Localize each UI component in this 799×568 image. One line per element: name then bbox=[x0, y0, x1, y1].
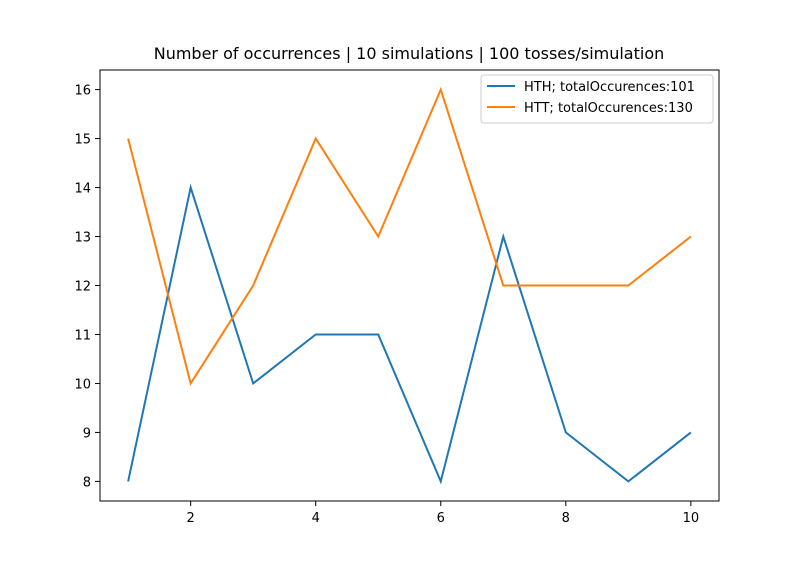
x-axis: 2 4 6 8 10 bbox=[187, 501, 700, 526]
data-point-s0-8 bbox=[627, 480, 629, 482]
data-point-s1-7 bbox=[565, 285, 567, 287]
y-tick-label: 8 bbox=[83, 475, 91, 490]
data-point-s0-6 bbox=[502, 236, 504, 238]
x-tick-label: 2 bbox=[187, 511, 195, 526]
y-tick-label: 14 bbox=[74, 182, 91, 197]
data-point-s0-5 bbox=[440, 480, 442, 482]
x-tick-label: 6 bbox=[437, 511, 445, 526]
y-tick-label: 9 bbox=[83, 426, 91, 441]
data-point-s1-5 bbox=[440, 89, 442, 91]
data-point-s1-1 bbox=[190, 382, 192, 384]
chart-title: Number of occurrences | 10 simulations |… bbox=[154, 44, 665, 63]
series-line-1 bbox=[127, 86, 692, 386]
data-point-s0-1 bbox=[190, 187, 192, 189]
legend: HTH; totalOccurences:101 HTT; totalOccur… bbox=[480, 74, 714, 124]
y-tick-label: 15 bbox=[74, 133, 91, 148]
x-tick-label: 8 bbox=[562, 511, 570, 526]
data-point-s1-3 bbox=[315, 138, 317, 140]
data-point-s0-2 bbox=[252, 382, 254, 384]
x-tick-label: 10 bbox=[683, 511, 700, 526]
y-tick-label: 10 bbox=[74, 377, 91, 392]
data-point-s0-4 bbox=[377, 333, 379, 335]
y-tick-label: 16 bbox=[74, 84, 91, 99]
y-axis: 8 9 10 11 12 13 14 15 16 bbox=[74, 84, 100, 490]
data-point-s0-0 bbox=[127, 480, 129, 482]
data-point-s0-3 bbox=[315, 333, 317, 335]
y-tick-label: 12 bbox=[74, 280, 91, 295]
series-layer bbox=[127, 86, 692, 485]
data-point-s1-6 bbox=[502, 285, 504, 287]
data-point-s1-8 bbox=[627, 285, 629, 287]
legend-label-htt: HTT; totalOccurences:130 bbox=[524, 101, 693, 116]
data-point-s1-0 bbox=[127, 138, 129, 140]
data-point-s0-9 bbox=[690, 431, 692, 433]
series-line-0 bbox=[127, 183, 692, 485]
legend-label-hth: HTH; totalOccurences:101 bbox=[524, 80, 695, 95]
legend-box bbox=[480, 74, 714, 124]
y-tick-label: 11 bbox=[74, 328, 91, 343]
data-point-s0-7 bbox=[565, 431, 567, 433]
x-tick-label: 4 bbox=[312, 511, 320, 526]
y-tick-label: 13 bbox=[74, 231, 91, 246]
data-point-s1-4 bbox=[377, 236, 379, 238]
data-point-s1-9 bbox=[690, 236, 692, 238]
data-point-s1-2 bbox=[252, 285, 254, 287]
